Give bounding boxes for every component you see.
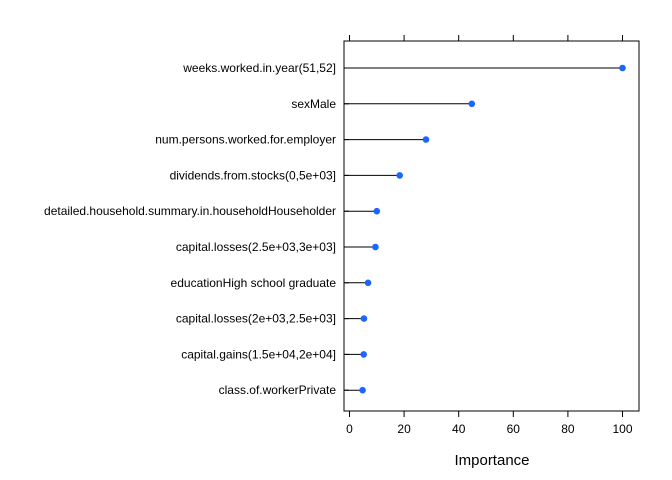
lollipop-point	[372, 243, 379, 251]
lollipop-point	[360, 315, 368, 322]
lollipop-point	[422, 136, 430, 143]
x-tick-label: 60	[507, 422, 521, 436]
y-tick-label: class.of.workerPrivate	[219, 383, 337, 397]
plot-frame	[343, 40, 640, 412]
lollipop-marks	[344, 64, 626, 394]
y-tick-label: weeks.worked.in.year(51,52]	[182, 61, 336, 75]
lollipop-point	[468, 100, 476, 108]
lollipop-point	[360, 351, 367, 358]
x-axis: 0 20 40 60 80 100	[346, 411, 633, 436]
y-tick-label: detailed.household.summary.in.householdH…	[44, 204, 336, 218]
top-axis-ticks	[349, 35, 623, 41]
y-tick-label: capital.gains(1.5e+04,2e+04]	[181, 347, 336, 361]
x-tick-label: 0	[346, 422, 353, 436]
lollipop-point	[619, 64, 626, 72]
y-tick-label: dividends.from.stocks(0,5e+03]	[170, 168, 336, 182]
y-tick-label: sexMale	[291, 97, 336, 111]
lollipop-point	[364, 279, 372, 287]
lollipop-point	[359, 386, 366, 394]
x-axis-title: Importance	[454, 452, 529, 469]
x-tick-label: 40	[452, 422, 466, 436]
lollipop-point	[396, 172, 404, 179]
y-tick-label: educationHigh school graduate	[171, 276, 337, 290]
x-tick-label: 20	[397, 422, 411, 436]
lollipop-point	[373, 207, 381, 215]
x-tick-label: 80	[561, 422, 575, 436]
y-tick-label: num.persons.worked.for.employer	[155, 133, 336, 147]
y-tick-labels: weeks.worked.in.year(51,52] sexMale num.pe…	[44, 61, 336, 397]
y-tick-label: capital.losses(2.5e+03,3e+03]	[176, 240, 336, 254]
x-tick-label: 100	[612, 422, 632, 436]
y-tick-label: capital.losses(2e+03,2.5e+03]	[176, 312, 336, 326]
